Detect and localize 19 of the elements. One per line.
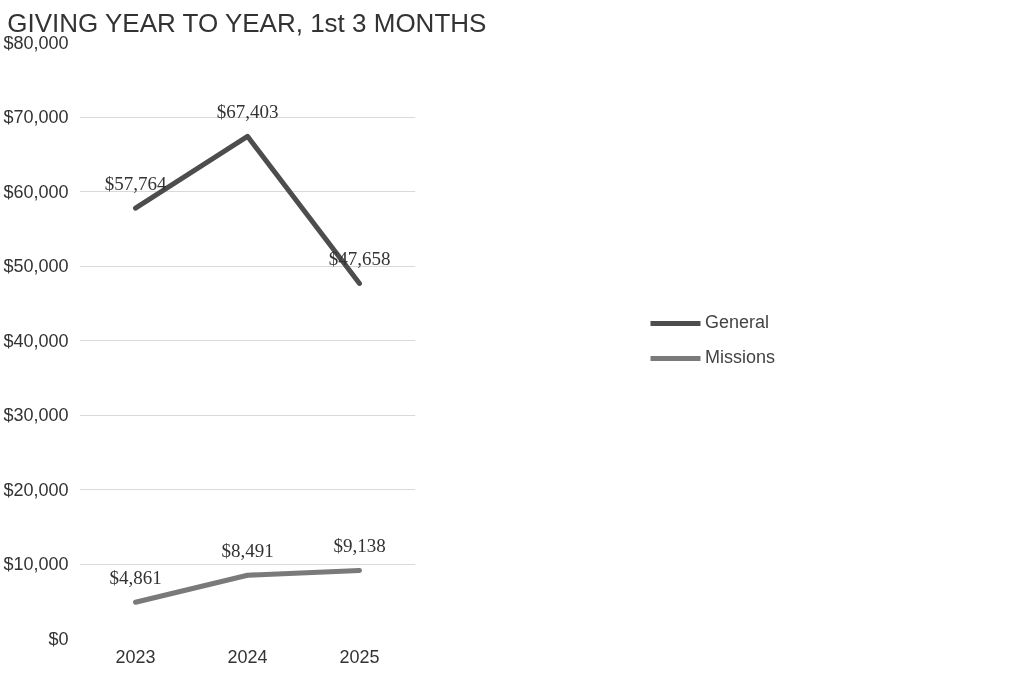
data-label: $4,861 [109,567,162,589]
data-label: $57,764 [104,173,167,195]
x-tick-label: 2023 [115,646,156,667]
y-tick-label: $40,000 [3,330,69,351]
data-label: $9,138 [333,535,386,557]
y-tick-label: $80,000 [3,32,69,53]
y-tick-label: $70,000 [3,107,69,127]
legend-label: General [704,312,770,333]
data-label: $67,403 [216,101,279,123]
y-tick-label: $50,000 [3,256,69,276]
y-tick-label: $60,000 [3,181,69,202]
y-tick-label: $0 [48,628,69,649]
data-label: $8,491 [221,540,274,562]
y-tick-label: $20,000 [3,479,69,500]
x-tick-label: 2024 [227,646,268,667]
y-tick-label: $10,000 [3,554,69,574]
y-tick-label: $30,000 [3,405,69,425]
x-tick-label: 2025 [339,646,380,667]
legend-label: Missions [704,347,776,368]
